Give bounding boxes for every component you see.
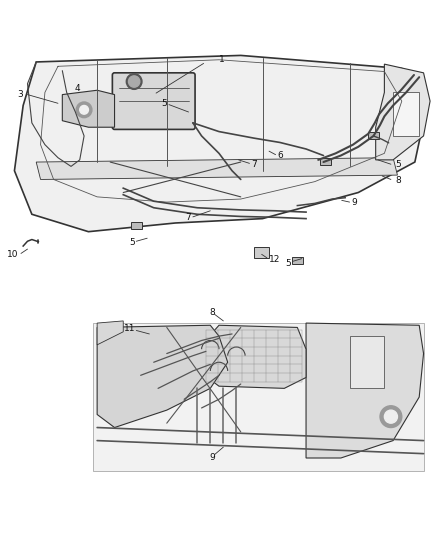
Text: 5: 5	[129, 238, 135, 247]
FancyBboxPatch shape	[113, 73, 195, 130]
Text: 1: 1	[219, 55, 225, 64]
Polygon shape	[201, 325, 306, 389]
FancyBboxPatch shape	[93, 323, 424, 471]
Bar	[350, 336, 385, 389]
Circle shape	[380, 406, 402, 427]
Polygon shape	[306, 323, 424, 458]
Text: 8: 8	[395, 176, 401, 185]
Polygon shape	[97, 325, 228, 427]
Polygon shape	[14, 55, 428, 232]
Circle shape	[76, 102, 92, 118]
Text: 10: 10	[7, 250, 19, 259]
Text: 7: 7	[186, 213, 191, 222]
Circle shape	[385, 410, 397, 423]
Circle shape	[126, 74, 142, 90]
Text: 11: 11	[124, 324, 135, 333]
Text: 7: 7	[252, 160, 258, 169]
Text: 9: 9	[210, 453, 215, 462]
Polygon shape	[376, 64, 430, 160]
Bar	[321, 158, 331, 165]
Text: 9: 9	[352, 198, 357, 207]
Bar	[393, 92, 419, 136]
Text: 8: 8	[210, 308, 215, 317]
Bar	[254, 247, 269, 258]
Polygon shape	[97, 321, 123, 345]
Text: 4: 4	[75, 84, 80, 93]
Bar	[292, 257, 303, 264]
Text: 12: 12	[269, 255, 280, 264]
Text: 6: 6	[278, 151, 283, 160]
Bar	[131, 222, 141, 229]
Polygon shape	[36, 158, 397, 180]
Text: 5: 5	[395, 160, 401, 169]
Text: 5: 5	[286, 259, 292, 268]
Circle shape	[128, 76, 140, 87]
Circle shape	[80, 106, 88, 114]
Text: 5: 5	[162, 99, 167, 108]
Polygon shape	[62, 90, 115, 127]
Bar	[368, 133, 379, 140]
Text: 3: 3	[18, 90, 23, 99]
